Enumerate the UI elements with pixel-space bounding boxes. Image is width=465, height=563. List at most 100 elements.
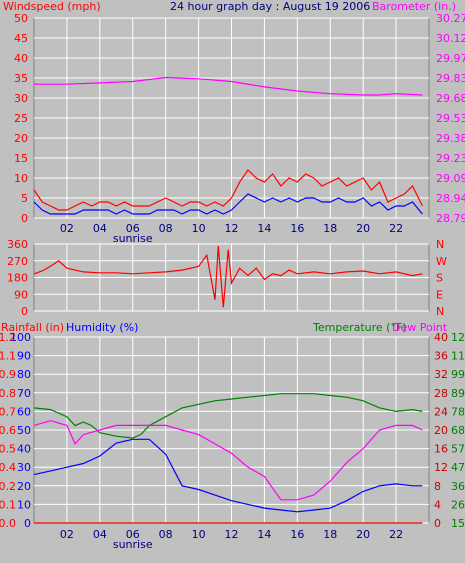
temp-x-tick: 22 (389, 528, 403, 541)
dir-y-tick: 90 (14, 288, 28, 301)
wind-x-tick: 10 (192, 222, 206, 235)
wind-y-tick: 30 (14, 92, 28, 105)
wind-y-tick: 45 (14, 32, 28, 45)
rain-y-tick: 0.7 (0, 405, 16, 418)
temp-y-tick: 120 (451, 331, 465, 344)
dew-y-tick: 28 (434, 387, 448, 400)
dew-y-tick: 24 (434, 405, 448, 418)
dir-compass-tick: N (436, 305, 444, 318)
temperature-label: Temperature (°F) (312, 321, 407, 334)
rainfall-label: Rainfall (in) (1, 321, 64, 334)
baro-y-tick: 30.12 (436, 32, 465, 45)
baro-y-tick: 29.68 (436, 92, 465, 105)
hum-y-tick: 0 (24, 517, 31, 530)
dir-compass-tick: S (436, 272, 443, 285)
temp-y-tick: 57 (451, 443, 465, 456)
baro-series-line (34, 76, 423, 96)
hum-y-tick: 50 (17, 424, 31, 437)
hum-y-tick: 40 (17, 443, 31, 456)
dir-compass-tick: W (436, 255, 447, 268)
dew-y-tick: 32 (434, 368, 448, 381)
dir-series-line (33, 245, 423, 308)
temp-x-tick: 16 (290, 528, 304, 541)
wind-x-tick: 16 (290, 222, 304, 235)
temp-y-tick: 99 (451, 368, 465, 381)
temp-x-tick: 10 (192, 528, 206, 541)
wind-x-tick: 08 (159, 222, 173, 235)
dew-y-tick: 20 (434, 424, 448, 437)
temp-sunrise-label: sunrise (113, 538, 153, 551)
temp-x-tick: 18 (323, 528, 337, 541)
baro-y-tick: 29.38 (436, 132, 465, 145)
humidity-label: Humidity (%) (66, 321, 138, 334)
dew-y-tick: 4 (434, 498, 441, 511)
dew-y-tick: 40 (434, 331, 448, 344)
baro-y-tick: 29.97 (436, 52, 465, 65)
hum-y-tick: 90 (17, 350, 31, 363)
wind-y-tick: 15 (14, 152, 28, 165)
dewpoint-label: Dew Point (392, 321, 448, 334)
temp-y-tick: 47 (451, 461, 465, 474)
temp-humidity-panel: 1.21.10.90.80.70.60.50.40.20.10.01009080… (0, 331, 465, 551)
baro-y-tick: 29.53 (436, 112, 465, 125)
baro-y-tick: 28.79 (436, 212, 465, 225)
temp-x-tick: 20 (356, 528, 370, 541)
dir-y-tick: 180 (7, 272, 28, 285)
wind-y-tick: 10 (14, 172, 28, 185)
temp-x-tick: 12 (225, 528, 239, 541)
baro-y-tick: 28.94 (436, 192, 465, 205)
wind-x-tick: 04 (93, 222, 107, 235)
wind-y-tick: 35 (14, 72, 28, 85)
hum-y-tick: 10 (17, 498, 31, 511)
wind-x-tick: 06 (126, 222, 140, 235)
temp-y-tick: 36 (451, 480, 465, 493)
hum-y-tick: 70 (17, 387, 31, 400)
temp-y-tick: 89 (451, 387, 465, 400)
wind-series-line (33, 169, 423, 211)
dew-y-tick: 16 (434, 443, 448, 456)
rain-y-tick: 0.6 (0, 424, 16, 437)
temp-y-tick: 110 (451, 350, 465, 363)
wind_avg-series-line (33, 193, 423, 215)
temp-x-tick: 02 (60, 528, 74, 541)
hum-series-line (33, 438, 423, 513)
wind-x-tick: 18 (323, 222, 337, 235)
temp-x-tick: 08 (159, 528, 173, 541)
wind-x-tick: 20 (356, 222, 370, 235)
rain-y-tick: 0.2 (0, 480, 16, 493)
windspeed-label: Windspeed (mph) (3, 0, 101, 13)
baro-y-tick: 29.23 (436, 152, 465, 165)
temp-y-tick: 15 (451, 517, 465, 530)
temp-y-tick: 78 (451, 405, 465, 418)
temp-x-tick: 06 (126, 528, 140, 541)
wind-x-tick: 14 (257, 222, 271, 235)
rain-y-tick: 0.9 (0, 368, 16, 381)
dew-y-tick: 12 (434, 461, 448, 474)
rain-y-tick: 0.0 (0, 517, 16, 530)
dew-y-tick: 36 (434, 350, 448, 363)
dir-y-tick: 270 (7, 255, 28, 268)
rain-y-tick: 1.2 (0, 331, 16, 344)
rain-y-tick: 0.8 (0, 387, 16, 400)
baro-y-tick: 29.83 (436, 72, 465, 85)
dir-compass-tick: N (436, 238, 444, 251)
dir-y-tick: 0 (21, 305, 28, 318)
hum-y-tick: 30 (17, 461, 31, 474)
hum-y-tick: 80 (17, 368, 31, 381)
baro-y-tick: 30.27 (436, 12, 465, 25)
dir-y-tick: 360 (7, 238, 28, 251)
chart-title: 24 hour graph day : August 19 2006 (170, 0, 370, 13)
wind-barometer-panel: 5045403530252015105030.2730.1229.9729.83… (14, 12, 465, 245)
dir-compass-tick: E (436, 288, 443, 301)
wind-sunrise-label: sunrise (113, 232, 153, 245)
dew-y-tick: 0 (434, 517, 441, 530)
wind-y-tick: 25 (14, 112, 28, 125)
wind-y-tick: 40 (14, 52, 28, 65)
temp-series-line (33, 393, 423, 439)
wind-x-tick: 12 (225, 222, 239, 235)
temp-x-tick: 14 (257, 528, 271, 541)
hum-y-tick: 60 (17, 405, 31, 418)
wind-y-tick: 0 (21, 212, 28, 225)
